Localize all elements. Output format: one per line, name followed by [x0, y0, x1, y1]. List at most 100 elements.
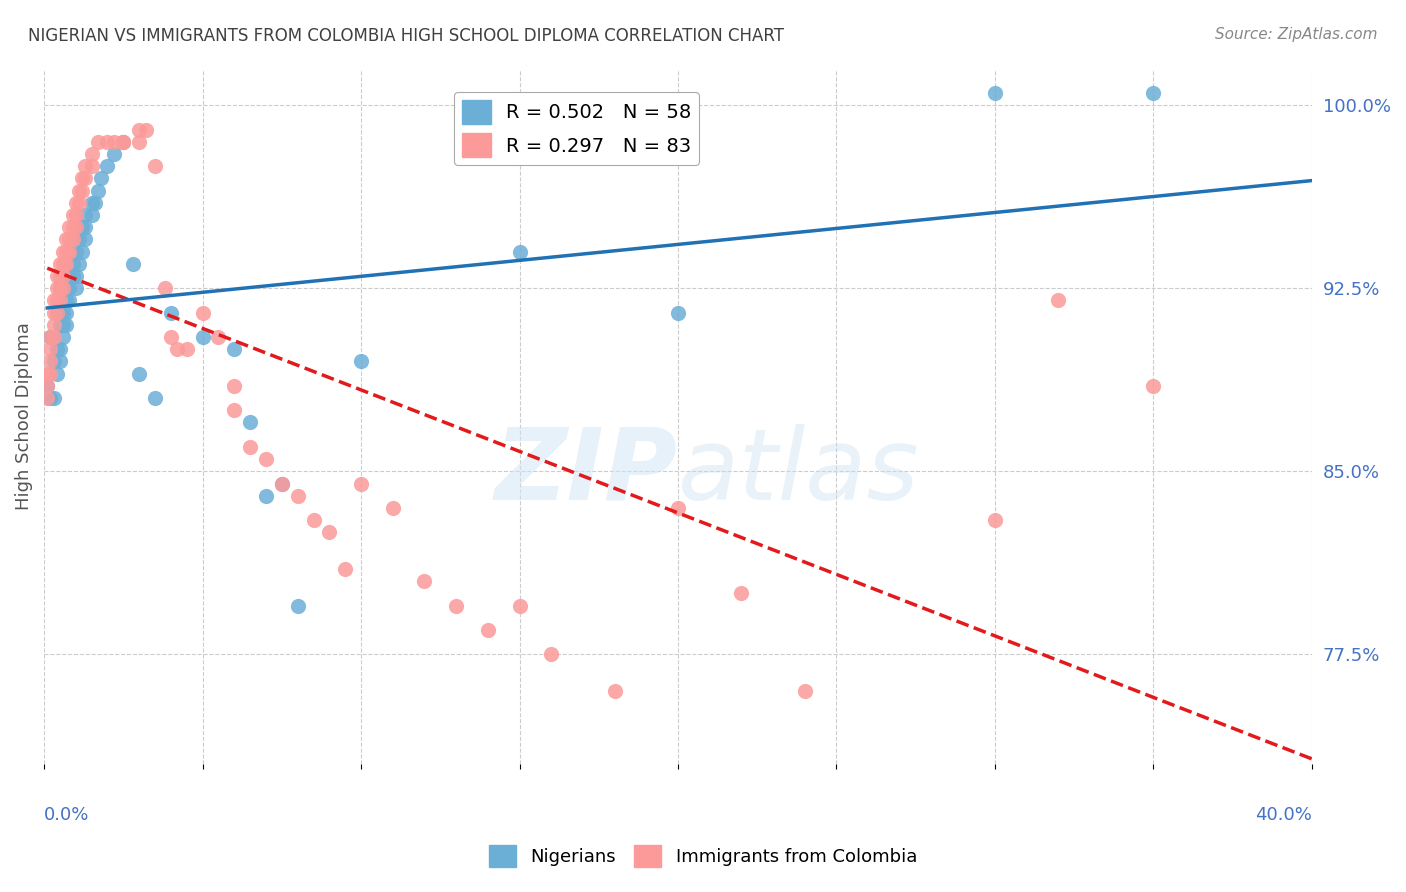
- Point: [509, 244, 531, 259]
- Point: [160, 330, 183, 344]
- Point: [70, 171, 93, 186]
- Point: [191, 330, 214, 344]
- Point: [413, 574, 436, 589]
- Point: [39, 391, 62, 405]
- Point: [65, 220, 87, 235]
- Point: [984, 513, 1007, 527]
- Point: [52, 293, 75, 308]
- Point: [270, 476, 292, 491]
- Point: [318, 525, 340, 540]
- Point: [62, 208, 84, 222]
- Point: [45, 305, 67, 319]
- Point: [70, 184, 93, 198]
- Point: [49, 318, 72, 332]
- Point: [666, 305, 689, 319]
- Point: [477, 623, 499, 637]
- Point: [58, 293, 80, 308]
- Point: [70, 244, 93, 259]
- Point: [67, 257, 90, 271]
- Point: [166, 343, 188, 357]
- Point: [603, 684, 626, 698]
- Point: [509, 599, 531, 613]
- Text: ZIP: ZIP: [495, 424, 678, 521]
- Point: [39, 330, 62, 344]
- Point: [52, 330, 75, 344]
- Point: [1142, 86, 1164, 100]
- Point: [55, 293, 77, 308]
- Point: [37, 391, 59, 405]
- Point: [984, 86, 1007, 100]
- Point: [49, 343, 72, 357]
- Point: [239, 440, 262, 454]
- Point: [176, 343, 198, 357]
- Point: [103, 135, 125, 149]
- Point: [65, 281, 87, 295]
- Point: [49, 354, 72, 368]
- Point: [335, 562, 357, 576]
- Point: [55, 318, 77, 332]
- Point: [65, 244, 87, 259]
- Point: [45, 343, 67, 357]
- Point: [224, 403, 246, 417]
- Point: [90, 171, 112, 186]
- Point: [254, 489, 277, 503]
- Point: [160, 305, 183, 319]
- Point: [83, 195, 105, 210]
- Point: [49, 268, 72, 283]
- Point: [444, 599, 467, 613]
- Point: [75, 159, 97, 173]
- Point: [135, 122, 157, 136]
- Point: [45, 293, 67, 308]
- Point: [55, 257, 77, 271]
- Point: [45, 305, 67, 319]
- Point: [45, 281, 67, 295]
- Point: [37, 379, 59, 393]
- Point: [112, 135, 135, 149]
- Point: [62, 232, 84, 246]
- Point: [45, 268, 67, 283]
- Point: [143, 391, 166, 405]
- Point: [42, 330, 65, 344]
- Point: [65, 195, 87, 210]
- Point: [49, 281, 72, 295]
- Point: [42, 354, 65, 368]
- Point: [42, 305, 65, 319]
- Point: [224, 343, 246, 357]
- Point: [42, 318, 65, 332]
- Point: [39, 330, 62, 344]
- Point: [58, 281, 80, 295]
- Point: [62, 268, 84, 283]
- Point: [287, 599, 309, 613]
- Point: [666, 500, 689, 515]
- Point: [121, 257, 143, 271]
- Text: 40.0%: 40.0%: [1256, 806, 1312, 824]
- Point: [730, 586, 752, 600]
- Point: [350, 476, 373, 491]
- Point: [55, 232, 77, 246]
- Point: [37, 367, 59, 381]
- Legend: Nigerians, Immigrants from Colombia: Nigerians, Immigrants from Colombia: [482, 838, 924, 874]
- Point: [55, 281, 77, 295]
- Point: [42, 293, 65, 308]
- Point: [381, 500, 404, 515]
- Point: [67, 184, 90, 198]
- Text: Source: ZipAtlas.com: Source: ZipAtlas.com: [1215, 27, 1378, 42]
- Point: [112, 135, 135, 149]
- Point: [52, 257, 75, 271]
- Point: [58, 268, 80, 283]
- Point: [49, 257, 72, 271]
- Point: [37, 379, 59, 393]
- Point: [302, 513, 325, 527]
- Point: [75, 171, 97, 186]
- Point: [143, 159, 166, 173]
- Y-axis label: High School Diploma: High School Diploma: [15, 322, 32, 510]
- Point: [270, 476, 292, 491]
- Point: [49, 293, 72, 308]
- Point: [103, 147, 125, 161]
- Point: [254, 452, 277, 467]
- Point: [52, 281, 75, 295]
- Point: [80, 208, 103, 222]
- Point: [75, 220, 97, 235]
- Point: [52, 268, 75, 283]
- Point: [287, 489, 309, 503]
